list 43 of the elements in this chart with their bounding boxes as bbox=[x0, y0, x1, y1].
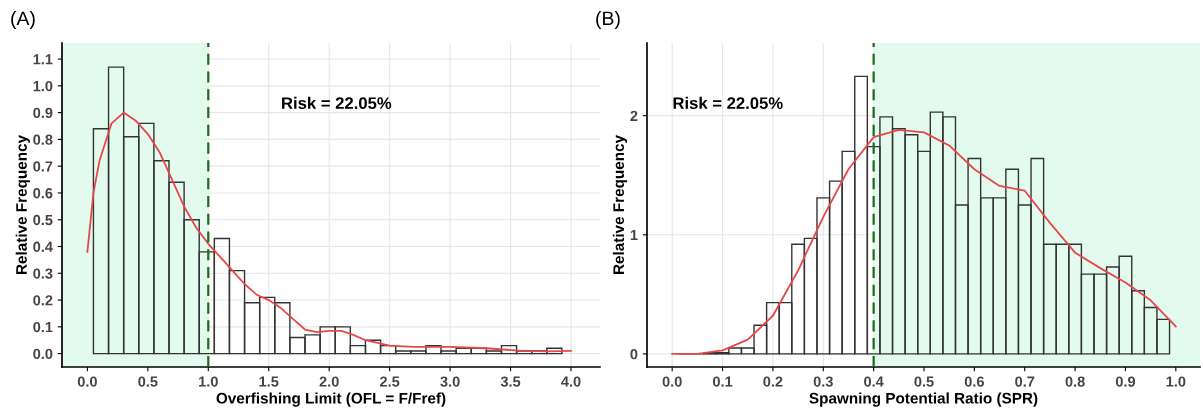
y-tick-label: 0.2 bbox=[33, 295, 53, 306]
x-tick-label: 2.5 bbox=[380, 376, 400, 387]
y-tick-label: 0.7 bbox=[33, 161, 53, 172]
y-tick-label: 1.0 bbox=[33, 80, 53, 92]
x-tick-label: 0.6 bbox=[964, 376, 984, 387]
chart-title: (A) bbox=[11, 10, 35, 30]
x-tick-label: 1.0 bbox=[199, 376, 218, 387]
x-tick-label: 0.8 bbox=[1065, 376, 1085, 387]
y-axis-title: Relative Frequency bbox=[15, 135, 30, 275]
y-tick-label: 0.0 bbox=[33, 348, 53, 360]
x-tick-label: 0.9 bbox=[1115, 376, 1136, 387]
x-tick-label: 0.3 bbox=[813, 376, 833, 387]
y-tick-label: 2 bbox=[630, 110, 638, 121]
y-tick-label: 0.9 bbox=[33, 107, 53, 119]
y-tick-label: 1 bbox=[630, 230, 638, 241]
y-axis-title: Relative Frequency bbox=[612, 135, 628, 275]
x-tick-label: 0.5 bbox=[138, 376, 158, 387]
y-tick-label: 0.4 bbox=[33, 241, 53, 252]
x-tick-label: 2.0 bbox=[319, 376, 339, 387]
x-tick-label: 4.0 bbox=[561, 376, 581, 387]
x-axis-title: Overfishing Limit (OFL = F/Fref) bbox=[216, 392, 446, 407]
x-tick-label: 0.0 bbox=[77, 376, 97, 387]
x-tick-label: 1.0 bbox=[1166, 376, 1186, 387]
x-tick-label: 0.2 bbox=[763, 376, 783, 387]
annotation: Risk = 22.05% bbox=[282, 96, 392, 110]
y-tick-label: 0 bbox=[630, 349, 638, 360]
y-tick-label: 0.3 bbox=[33, 268, 53, 279]
y-tick-label: 0.6 bbox=[33, 188, 53, 199]
x-tick-label: 0.1 bbox=[712, 376, 733, 387]
y-tick-label: 0.8 bbox=[33, 134, 53, 145]
y-tick-label: 1.1 bbox=[33, 54, 53, 65]
x-tick-label: 0.4 bbox=[864, 376, 884, 387]
x-axis-title: Spawning Potential Ratio (SPR) bbox=[809, 392, 1038, 407]
y-tick-label: 0.5 bbox=[33, 214, 53, 226]
x-tick-label: 0.7 bbox=[1015, 376, 1035, 387]
x-tick-label: 1.5 bbox=[259, 376, 279, 387]
x-tick-label: 0.0 bbox=[662, 376, 682, 387]
annotation: Risk = 22.05% bbox=[673, 96, 783, 110]
chart-title: (B) bbox=[596, 10, 620, 30]
y-tick-label: 0.1 bbox=[33, 321, 53, 333]
x-tick-label: 0.5 bbox=[914, 376, 934, 387]
x-tick-label: 3.0 bbox=[440, 376, 460, 387]
x-tick-label: 3.5 bbox=[500, 376, 521, 387]
